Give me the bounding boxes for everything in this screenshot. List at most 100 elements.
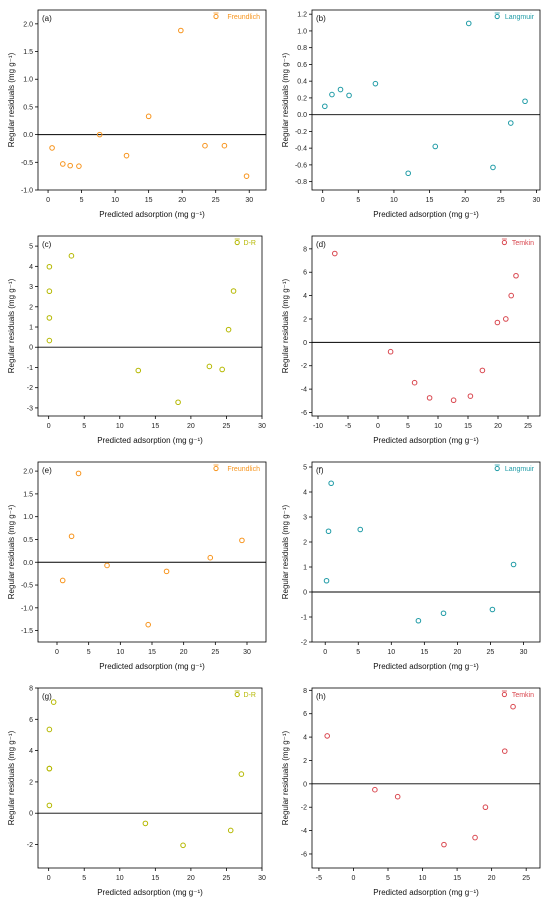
y-tick-label: -0.6 <box>295 162 307 169</box>
data-point <box>328 480 334 487</box>
x-tick-label: 20 <box>494 423 502 430</box>
legend-marker <box>213 465 219 472</box>
plot-frame <box>37 461 267 643</box>
x-tick-label: 10 <box>390 197 398 204</box>
data-point <box>75 470 82 477</box>
data-point <box>332 250 338 257</box>
x-tick-label: 15 <box>151 423 159 430</box>
data-point <box>387 348 394 355</box>
data-point <box>60 161 66 167</box>
y-tick-label: 5 <box>29 244 33 251</box>
y-tick-label: 0.0 <box>297 112 307 119</box>
x-tick-label: 5 <box>356 649 360 656</box>
data-point <box>221 142 228 149</box>
data-point <box>135 367 142 374</box>
x-tick-label: 5 <box>87 649 91 656</box>
y-tick-label: 0.8 <box>297 45 307 52</box>
data-point <box>357 526 364 533</box>
x-tick-label: 10 <box>434 423 442 430</box>
data-point <box>432 143 439 150</box>
y-tick-label: 4 <box>303 490 307 497</box>
y-tick-label: -2 <box>27 842 33 849</box>
x-tick-label: 30 <box>258 423 266 430</box>
legend-label: Langmuir <box>505 14 535 21</box>
data-point <box>46 765 53 772</box>
panel-label: (c) <box>42 240 52 249</box>
x-tick-label: 20 <box>187 423 195 430</box>
x-tick-label: -5 <box>316 875 322 882</box>
panel-a: 0 5 10 15 20 25 30 -1.0 -0.5 0.0 0.5 1.0 1.5 2.0 Predi… <box>7 9 267 219</box>
y-tick-label: 1.2 <box>297 12 307 19</box>
x-tick-label: 30 <box>243 649 251 656</box>
data-point <box>230 288 237 294</box>
x-tick-label: 15 <box>151 875 159 882</box>
legend-label: Temkin <box>512 692 534 699</box>
y-tick-label: -1 <box>27 365 33 372</box>
y-tick-label: 4 <box>29 748 33 755</box>
y-tick-label: 2 <box>29 304 33 311</box>
data-point <box>67 162 73 169</box>
y-tick-label: 1 <box>29 325 33 332</box>
y-axis-label: Regular residuals (mg g⁻¹) <box>7 504 16 599</box>
y-tick-label: 3 <box>29 284 33 291</box>
data-point <box>510 703 516 710</box>
data-point <box>49 145 55 151</box>
legend-marker <box>234 691 240 698</box>
data-point <box>346 92 352 99</box>
y-tick-label: 0 <box>29 811 33 818</box>
y-tick-label: 0.5 <box>23 537 33 544</box>
x-axis-label: Predicted adsorption (mg g⁻¹) <box>373 210 479 219</box>
y-tick-label: 0.6 <box>297 62 307 69</box>
data-point <box>46 263 53 270</box>
y-tick-label: 0.5 <box>23 104 33 111</box>
y-tick-label: -1.5 <box>21 628 33 635</box>
y-tick-label: -2 <box>301 363 307 370</box>
panel-c: 0 5 10 15 20 25 30 -3 -2 -1 0 1 2 3 4 5 Predicted adsorp… <box>7 235 266 445</box>
x-tick-label: 15 <box>145 197 153 204</box>
x-tick-label: 5 <box>356 197 360 204</box>
data-point <box>142 820 149 827</box>
data-point <box>372 786 378 793</box>
data-point <box>479 367 486 374</box>
data-point <box>207 554 214 561</box>
data-point <box>46 337 53 344</box>
x-tick-label: 20 <box>488 875 496 882</box>
legend: Langmuir <box>494 12 535 21</box>
data-point <box>323 577 330 584</box>
panel-h: -5 0 5 10 15 20 25 -6 -4 -2 0 2 4 6 8 Predicted adsorpt… <box>281 687 541 897</box>
x-tick-label: 20 <box>187 875 195 882</box>
legend: D-R <box>234 238 256 247</box>
data-point <box>123 152 130 159</box>
x-axis-label: Predicted adsorption (mg g⁻¹) <box>97 888 203 897</box>
data-point <box>501 748 508 754</box>
data-point <box>337 86 344 93</box>
y-axis-label: Regular residuals (mg g⁻¹) <box>281 504 290 599</box>
y-axis-label: Regular residuals (mg g⁻¹) <box>7 52 16 147</box>
y-axis-label: Regular residuals (mg g⁻¹) <box>7 278 16 373</box>
panel-f: 0 5 10 15 20 25 30 -2 -1 0 1 2 3 4 5 Predicted adsorpti… <box>281 461 541 671</box>
data-point <box>180 842 186 849</box>
data-point <box>206 363 213 370</box>
y-tick-label: -4 <box>301 387 307 394</box>
y-axis-label: Regular residuals (mg g⁻¹) <box>7 730 16 825</box>
y-tick-label: -0.5 <box>21 583 33 590</box>
data-point <box>329 91 335 98</box>
y-tick-label: -0.4 <box>295 146 307 153</box>
data-point <box>507 120 514 126</box>
y-axis-label: Regular residuals (mg g⁻¹) <box>281 52 290 147</box>
x-axis-label: Predicted adsorption (mg g⁻¹) <box>97 436 203 445</box>
legend-label: D-R <box>244 692 256 699</box>
data-point <box>394 793 401 800</box>
x-tick-label: 15 <box>464 423 472 430</box>
x-axis-label: Predicted adsorption (mg g⁻¹) <box>99 662 205 671</box>
plot-frame <box>37 235 263 417</box>
x-tick-label: 10 <box>111 197 119 204</box>
panel-g: 0 5 10 15 20 25 30 -2 0 2 4 6 8 Predicted adsorption … <box>7 686 266 898</box>
data-point <box>450 397 457 404</box>
y-tick-label: -0.5 <box>21 160 33 167</box>
y-tick-label: -0.2 <box>295 129 307 136</box>
legend: Freundlich <box>213 12 260 21</box>
data-point <box>513 272 519 279</box>
legend-marker <box>213 13 219 20</box>
